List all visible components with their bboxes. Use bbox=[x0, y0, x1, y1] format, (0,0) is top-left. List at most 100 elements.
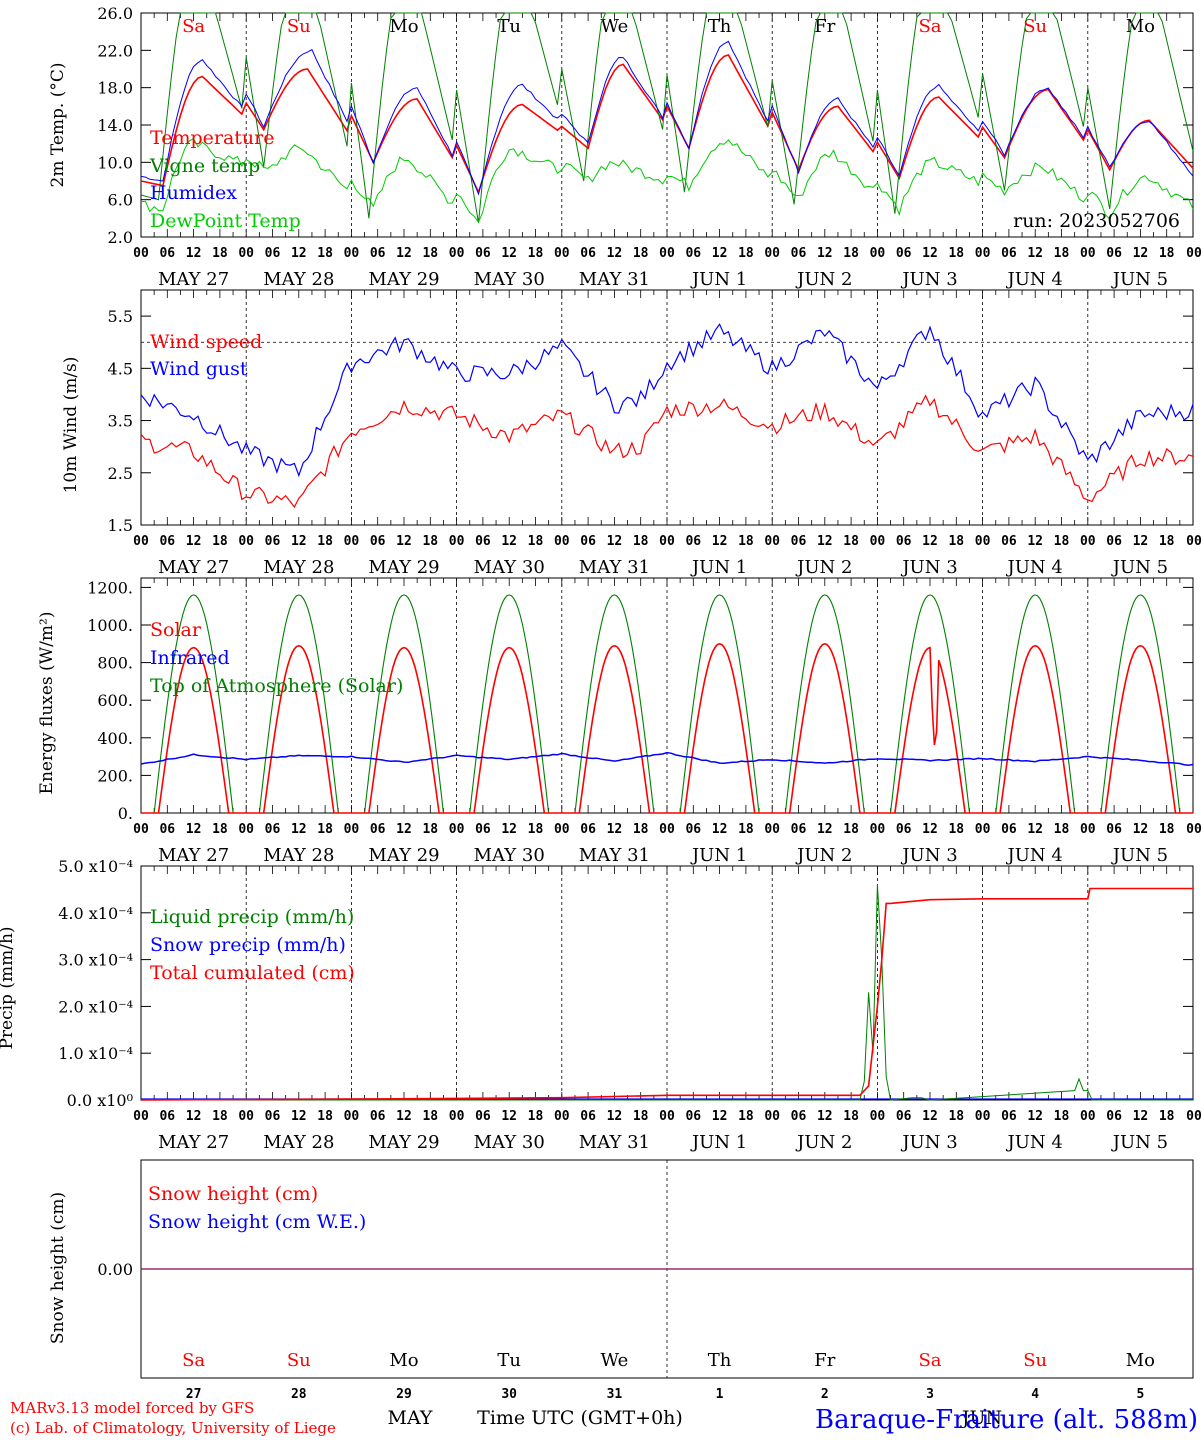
hour-tick-label: 06 bbox=[896, 246, 912, 261]
y-tick-label: 0.00 bbox=[97, 1260, 133, 1279]
hour-tick-label: 06 bbox=[580, 1109, 596, 1124]
hour-tick-label: 18 bbox=[528, 822, 544, 837]
hour-tick-label: 00 bbox=[1080, 246, 1096, 261]
day-number-label: 2 bbox=[821, 1387, 829, 1402]
date-label: JUN 5 bbox=[1111, 845, 1168, 866]
hour-tick-label: 00 bbox=[975, 822, 991, 837]
weekday-top-label: Mo bbox=[389, 16, 418, 37]
y-tick-label: 3.5 bbox=[108, 412, 133, 431]
hour-tick-label: 18 bbox=[317, 246, 333, 261]
hour-tick-label: 18 bbox=[948, 246, 964, 261]
hour-tick-label: 00 bbox=[1080, 534, 1096, 549]
hour-tick-label: 00 bbox=[449, 822, 465, 837]
day-number-label: 29 bbox=[396, 1387, 412, 1402]
date-label: MAY 31 bbox=[579, 1132, 650, 1153]
weekday-bottom-label: Mo bbox=[389, 1350, 418, 1371]
date-label: MAY 30 bbox=[474, 557, 545, 578]
day-number-label: 31 bbox=[607, 1387, 623, 1402]
hour-tick-label: 06 bbox=[370, 822, 386, 837]
date-label: MAY 28 bbox=[263, 557, 334, 578]
legend-wind-gust: Wind gust bbox=[150, 358, 248, 380]
hour-tick-label: 06 bbox=[791, 1109, 807, 1124]
date-label: MAY 29 bbox=[368, 845, 439, 866]
hour-tick-label: 12 bbox=[1027, 246, 1043, 261]
precip-panel: Precip (mm/h) Liquid precip (mm/h) Snow … bbox=[0, 906, 355, 1050]
day-number-label: 30 bbox=[501, 1387, 517, 1402]
weekday-top-label: Mo bbox=[1126, 16, 1155, 37]
legend-total: Total cumulated (cm) bbox=[150, 962, 355, 984]
hour-tick-label: 00 bbox=[975, 246, 991, 261]
hour-tick-label: 12 bbox=[607, 1109, 623, 1124]
temperature-panel: 2m Temp. (°C) Temperature Vigne temp Hum… bbox=[48, 62, 1180, 232]
time-axis-label: Time UTC (GMT+0h) bbox=[477, 1407, 683, 1429]
date-label: MAY 30 bbox=[474, 845, 545, 866]
date-label: MAY 28 bbox=[263, 1132, 334, 1153]
y-tick-label: 5.0 x10⁻⁴ bbox=[58, 857, 133, 876]
hour-tick-label: 12 bbox=[396, 534, 412, 549]
hour-tick-label: 12 bbox=[501, 534, 517, 549]
hour-tick-label: 00 bbox=[764, 822, 780, 837]
hour-tick-label: 18 bbox=[948, 1109, 964, 1124]
hour-tick-label: 06 bbox=[685, 1109, 701, 1124]
hour-tick-label: 18 bbox=[633, 534, 649, 549]
hour-tick-label: 12 bbox=[186, 1109, 202, 1124]
hour-tick-label: 12 bbox=[1027, 822, 1043, 837]
date-label: JUN 1 bbox=[690, 269, 747, 290]
hour-tick-label: 00 bbox=[133, 534, 149, 549]
hour-tick-label: 12 bbox=[1133, 246, 1149, 261]
hour-tick-label: 00 bbox=[238, 822, 254, 837]
hour-tick-label: 00 bbox=[344, 822, 360, 837]
hour-tick-label: 12 bbox=[396, 822, 412, 837]
y-tick-label: 2.0 x10⁻⁴ bbox=[58, 997, 133, 1016]
legend-dewpoint: DewPoint Temp bbox=[150, 210, 301, 232]
legend-toa: Top of Atmosphere (Solar) bbox=[150, 675, 403, 697]
y-tick-label: 4.5 bbox=[108, 359, 133, 378]
hour-tick-label: 18 bbox=[633, 246, 649, 261]
hour-tick-label: 06 bbox=[896, 1109, 912, 1124]
date-label: JUN 4 bbox=[1006, 557, 1063, 578]
hour-tick-label: 18 bbox=[738, 1109, 754, 1124]
legend-temperature: Temperature bbox=[150, 127, 274, 149]
hour-tick-label: 12 bbox=[1027, 1109, 1043, 1124]
hour-tick-label: 06 bbox=[370, 246, 386, 261]
y-tick-label: 5.5 bbox=[108, 307, 133, 326]
date-label: JUN 3 bbox=[900, 1132, 957, 1153]
infrared-line bbox=[140, 751, 1194, 766]
hour-tick-label: 18 bbox=[212, 822, 228, 837]
hour-tick-label: 06 bbox=[265, 534, 281, 549]
date-label: MAY 27 bbox=[158, 269, 229, 290]
date-label: JUN 2 bbox=[795, 1132, 852, 1153]
hour-tick-label: 12 bbox=[186, 534, 202, 549]
hour-tick-label: 00 bbox=[870, 1109, 886, 1124]
y-tick-label: 400. bbox=[97, 729, 133, 748]
hour-tick-label: 00 bbox=[449, 1109, 465, 1124]
hour-tick-label: 00 bbox=[344, 534, 360, 549]
hour-tick-label: 18 bbox=[1054, 822, 1070, 837]
hour-tick-label: 18 bbox=[738, 822, 754, 837]
hour-tick-label: 06 bbox=[370, 534, 386, 549]
temp-series-line bbox=[140, 54, 1194, 195]
hour-tick-label: 00 bbox=[975, 1109, 991, 1124]
hour-tick-label: 18 bbox=[843, 1109, 859, 1124]
date-label: JUN 2 bbox=[795, 269, 852, 290]
energy-panel: Energy fluxes (W/m²) Solar Infrared Top … bbox=[37, 612, 403, 795]
weekday-bottom-label: Su bbox=[1023, 1350, 1047, 1371]
hour-tick-label: 00 bbox=[870, 534, 886, 549]
hour-tick-label: 12 bbox=[291, 822, 307, 837]
hour-tick-label: 18 bbox=[843, 534, 859, 549]
weekday-bottom-label: We bbox=[601, 1350, 629, 1371]
run-label: run: 2023052706 bbox=[1013, 210, 1180, 232]
date-label: JUN 5 bbox=[1111, 269, 1168, 290]
date-label: JUN 2 bbox=[795, 845, 852, 866]
hour-tick-label: 12 bbox=[1133, 534, 1149, 549]
hour-tick-label: 18 bbox=[633, 1109, 649, 1124]
day-number-label: 3 bbox=[926, 1387, 934, 1402]
hour-tick-label: 06 bbox=[265, 1109, 281, 1124]
hour-tick-label: 00 bbox=[1186, 534, 1202, 549]
liquid-precip-line bbox=[141, 884, 1193, 1101]
y-tick-label: 2.0 bbox=[108, 228, 133, 247]
hour-tick-label: 00 bbox=[870, 822, 886, 837]
wind-ylabel: 10m Wind (m/s) bbox=[61, 357, 81, 494]
hour-tick-label: 18 bbox=[633, 822, 649, 837]
date-label: JUN 3 bbox=[900, 269, 957, 290]
